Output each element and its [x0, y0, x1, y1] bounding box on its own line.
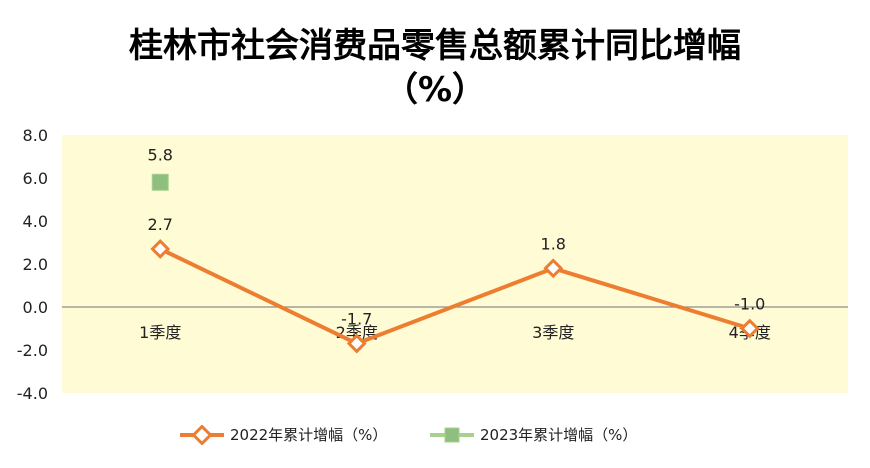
chart-subtitle: （%） — [383, 70, 487, 110]
data-label-2022: -1.0 — [734, 295, 765, 314]
y-tick-label: 4.0 — [23, 212, 48, 231]
series-line-2022 — [159, 247, 751, 346]
x-tick-label: 1季度 — [139, 323, 181, 342]
plot-area — [62, 135, 848, 393]
chart-title: 桂林市社会消费品零售总额累计同比增幅 — [129, 26, 741, 66]
y-tick-label: 6.0 — [23, 169, 48, 188]
legend-item-2023: 2023年累计增幅（%） — [428, 424, 637, 445]
legend-marker-2023 — [430, 427, 474, 442]
y-tick-label: -2.0 — [17, 341, 48, 360]
y-tick-label: -4.0 — [17, 384, 48, 403]
data-point-2022 — [739, 318, 760, 339]
data-point-2022 — [150, 239, 171, 259]
data-point-2022 — [346, 333, 367, 354]
data-label-2022: -1.7 — [341, 310, 372, 329]
legend-marker-2022 — [180, 424, 224, 445]
data-label-2022: 2.7 — [148, 215, 173, 234]
data-label-2022: 1.8 — [541, 234, 566, 253]
data-label-2023: 5.8 — [148, 145, 173, 164]
legend-label-2022: 2022年累计增幅（%） — [230, 426, 388, 444]
y-tick-label: 8.0 — [23, 126, 48, 145]
chart-legend: 2022年累计增幅（%） 2023年累计增幅（%） — [0, 424, 870, 448]
y-tick-label: 2.0 — [23, 255, 48, 274]
legend-item-2022: 2022年累计增幅（%） — [178, 424, 387, 445]
y-tick-label: 0.0 — [23, 298, 48, 317]
data-point-2023 — [151, 173, 169, 191]
legend-label-2023: 2023年累计增幅（%） — [480, 426, 638, 444]
data-point-2022 — [543, 258, 564, 279]
x-tick-label: 3季度 — [532, 323, 574, 342]
